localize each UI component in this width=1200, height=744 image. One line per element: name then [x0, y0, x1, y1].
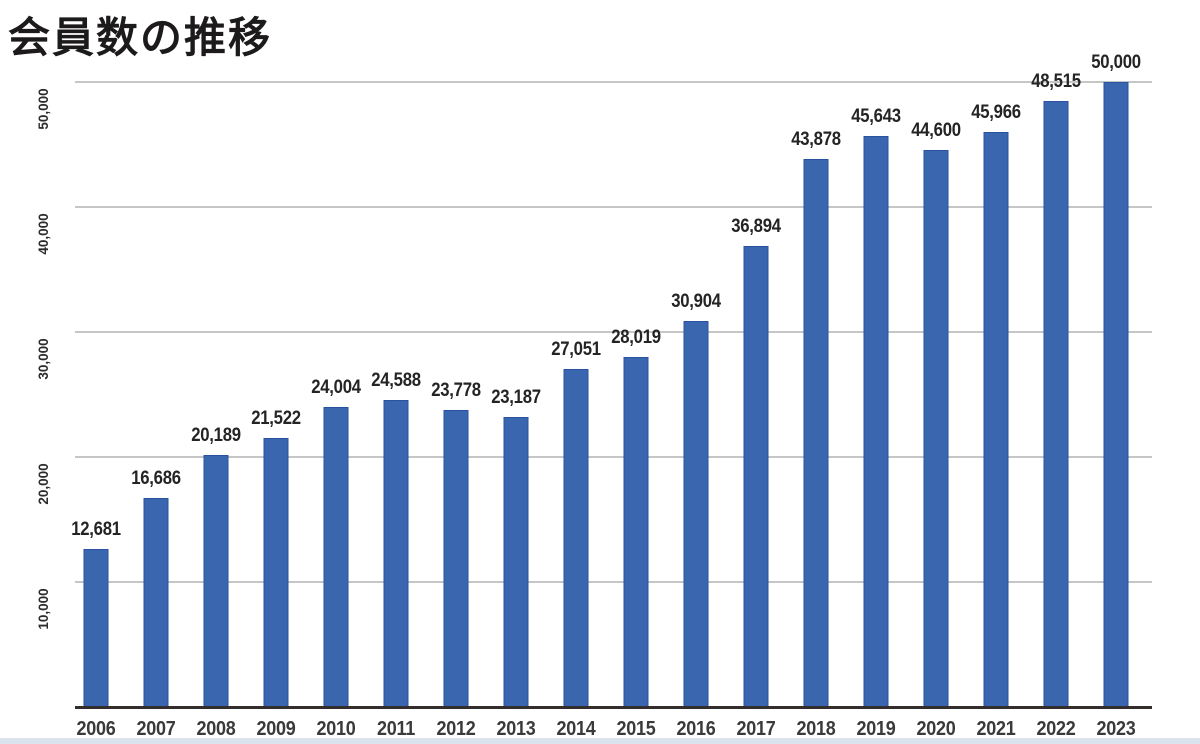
- bar-value-label: 45,643: [851, 106, 901, 128]
- bar-value-label: 30,904: [671, 290, 721, 312]
- bar-value-label: 36,894: [731, 215, 781, 237]
- bar: [383, 399, 409, 707]
- bar: [983, 132, 1009, 707]
- year-label: 2013: [496, 718, 536, 740]
- bar-value-label: 24,004: [311, 376, 361, 398]
- year-label: 2007: [136, 718, 176, 740]
- bar-column: 30,904 2016: [666, 82, 726, 740]
- year-label: 2021: [976, 718, 1016, 740]
- bar: [443, 409, 469, 707]
- year-label: 2017: [736, 718, 776, 740]
- bar: [83, 548, 109, 707]
- bar-value-label: 28,019: [611, 326, 661, 348]
- year-label: 2010: [316, 718, 356, 740]
- bar-column: 24,004 2010: [306, 82, 366, 740]
- year-label: 2009: [256, 718, 296, 740]
- y-tick-label: 20,000: [36, 463, 51, 505]
- bar-value-label: 43,878: [791, 128, 841, 150]
- bar-value-label: 23,778: [431, 379, 481, 401]
- bar-column: 24,588 2011: [366, 82, 426, 740]
- bar-column: 36,894 2017: [726, 82, 786, 740]
- bar: [203, 454, 229, 707]
- bar: [1103, 82, 1129, 707]
- bar: [683, 320, 709, 707]
- y-tick-label: 50,000: [36, 88, 51, 130]
- bar: [503, 417, 529, 707]
- bar-value-label: 44,600: [911, 119, 961, 141]
- bar: [923, 149, 949, 707]
- bar-column: 50,000 2023: [1086, 52, 1146, 740]
- bar: [1043, 100, 1069, 707]
- year-label: 2022: [1036, 718, 1076, 740]
- gridline: [75, 456, 1152, 458]
- bar-value-label: 21,522: [251, 407, 301, 429]
- bar-value-label: 27,051: [551, 338, 601, 360]
- bar-column: 21,522 2009: [246, 82, 306, 740]
- gridline: [75, 81, 1152, 83]
- bar: [323, 406, 349, 707]
- bar: [143, 498, 169, 707]
- bar-column: 20,189 2008: [186, 82, 246, 740]
- chart-title: 会員数の推移: [8, 14, 273, 61]
- bar-value-label: 50,000: [1091, 52, 1141, 73]
- year-label: 2008: [196, 718, 236, 740]
- bar-column: 48,515 2022: [1026, 71, 1086, 740]
- bar-column: 23,778 2012: [426, 82, 486, 740]
- bar-value-label: 16,686: [131, 468, 181, 490]
- bar: [623, 356, 649, 707]
- year-label: 2012: [436, 718, 476, 740]
- bar-column: 16,686 2007: [126, 82, 186, 740]
- bar-column: 43,878 2018: [786, 82, 846, 740]
- bar-column: 45,966 2021: [966, 82, 1026, 740]
- gridline: [75, 581, 1152, 583]
- year-label: 2023: [1096, 718, 1136, 740]
- bar-column: 44,600 2020: [906, 82, 966, 741]
- page-bottom-strip: [0, 738, 1200, 744]
- bar-value-label: 20,189: [191, 424, 241, 446]
- bar-value-label: 45,966: [971, 102, 1021, 124]
- bar-value-label: 12,681: [71, 518, 121, 540]
- y-tick-label: 40,000: [36, 213, 51, 255]
- x-axis-line: [75, 706, 1152, 709]
- bar-column: 27,051 2014: [546, 82, 606, 740]
- bar-column: 23,187 2013: [486, 82, 546, 740]
- bars-layer: 12,681 2006 16,686 2007 20,189 2008 21,522 2009…: [66, 52, 1146, 741]
- year-label: 2014: [556, 718, 596, 740]
- bar-value-label: 48,515: [1031, 70, 1081, 92]
- bar-column: 45,643 2019: [846, 82, 906, 740]
- y-tick-label: 30,000: [36, 338, 51, 380]
- bar: [803, 158, 829, 707]
- bar-value-label: 24,588: [371, 369, 421, 391]
- year-label: 2011: [377, 718, 415, 740]
- bar-value-label: 23,187: [491, 387, 541, 409]
- year-label: 2016: [676, 718, 716, 740]
- bar: [263, 437, 289, 707]
- year-label: 2019: [856, 718, 896, 740]
- bar: [863, 136, 889, 707]
- bar-column: 28,019 2015: [606, 82, 666, 740]
- bar-column: 12,681 2006: [66, 82, 126, 741]
- y-tick-label: 10,000: [36, 588, 51, 630]
- year-label: 2015: [616, 718, 656, 740]
- gridline: [75, 331, 1152, 333]
- year-label: 2018: [796, 718, 836, 740]
- bar: [563, 368, 589, 707]
- year-label: 2020: [916, 718, 956, 740]
- bar: [743, 245, 769, 707]
- year-label: 2006: [76, 718, 116, 740]
- gridline: [75, 206, 1152, 208]
